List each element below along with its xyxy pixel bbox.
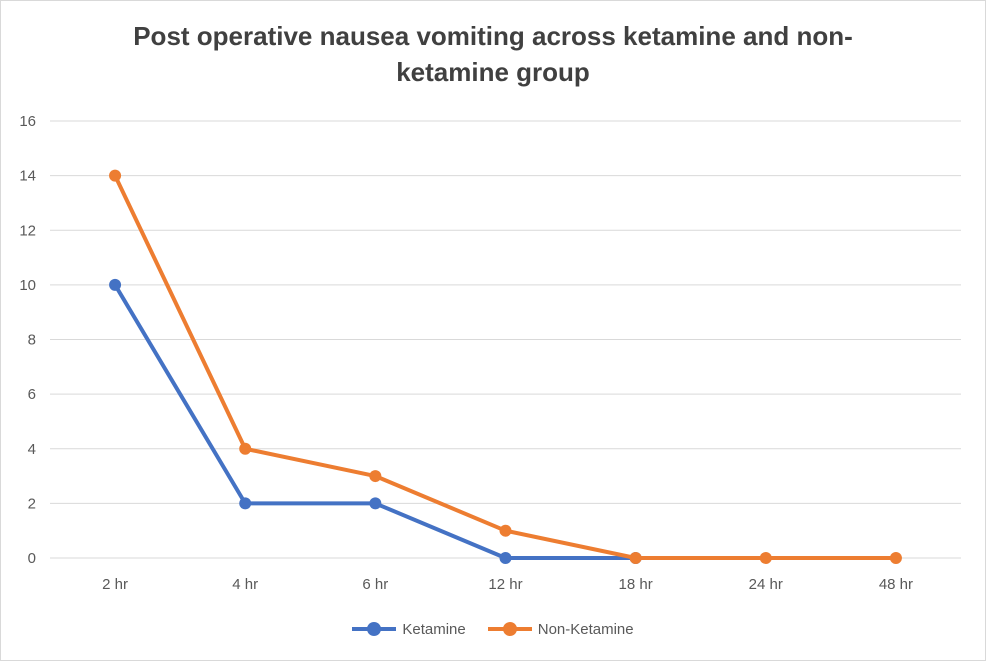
series-non-ketamine (109, 169, 902, 564)
y-tick-label: 10 (19, 277, 36, 294)
x-tick-label: 2 hr (102, 576, 128, 593)
x-tick-label: 12 hr (488, 576, 522, 593)
y-tick-label: 2 (28, 495, 36, 512)
y-tick-label: 14 (19, 168, 36, 185)
data-point (239, 442, 252, 455)
series-line (113, 283, 636, 560)
legend: Ketamine Non-Ketamine (0, 616, 986, 642)
x-tick-label: 48 hr (879, 576, 913, 593)
y-tick-label: 6 (28, 386, 36, 403)
data-point (109, 278, 122, 291)
y-tick-label: 12 (19, 222, 36, 239)
y-tick-label: 8 (28, 332, 36, 349)
chart-title: Post operative nausea vomiting across ke… (133, 21, 853, 87)
data-point (889, 552, 902, 564)
y-tick-label: 4 (28, 441, 36, 458)
legend-label: Non-Ketamine (537, 620, 634, 638)
data-point (629, 552, 642, 564)
data-point (239, 497, 252, 510)
gridlines (50, 120, 961, 559)
legend-swatch (352, 622, 397, 636)
data-point (109, 169, 122, 182)
data-point (369, 497, 382, 510)
y-tick-label: 0 (28, 550, 36, 567)
legend-label: Ketamine (402, 620, 466, 638)
x-axis-ticks: 2 hr 4 hr 6 hr 12 hr 18 hr 24 hr 48 hr (102, 576, 913, 593)
x-tick-label: 24 hr (749, 576, 783, 593)
legend-swatch (487, 622, 532, 636)
series-ketamine (109, 278, 642, 564)
y-axis-ticks: 0 2 4 6 8 10 12 14 16 (19, 113, 36, 567)
legend-item: Ketamine (352, 620, 466, 638)
x-tick-label: 4 hr (232, 576, 258, 593)
x-tick-label: 18 hr (619, 576, 653, 593)
y-tick-label: 16 (19, 113, 36, 130)
data-point (499, 552, 512, 564)
data-point (499, 524, 512, 537)
legend-item: Non-Ketamine (487, 620, 634, 638)
x-tick-label: 6 hr (362, 576, 388, 593)
series-line (113, 174, 896, 560)
series-group (109, 169, 902, 564)
data-point (369, 470, 382, 483)
data-point (759, 552, 772, 564)
